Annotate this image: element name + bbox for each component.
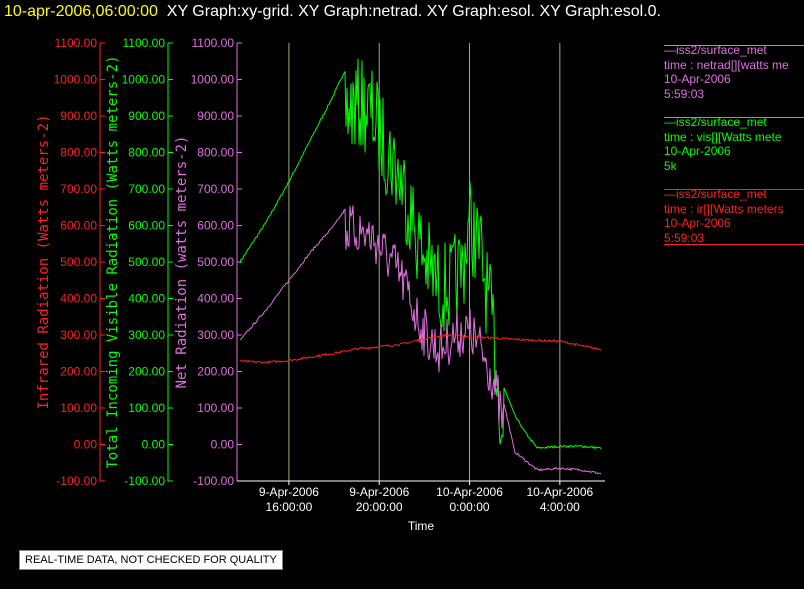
x-axis-label: Time (408, 519, 435, 533)
y-axis-label-vis: Total Incoming Visible Radiation (Watts … (105, 55, 121, 468)
y-tick-label-vis-2: 100.00 (128, 401, 165, 415)
y-tick-label-vis-8: 700.00 (128, 182, 165, 196)
y-axis-vis: -100.00 0.00 100.00 200.00 300.00 400.00 500.0… (105, 36, 173, 488)
y-axis-ir: -100.00 0.00 100.00 200.00 300.00 400.00 500.0… (36, 36, 105, 488)
y-tick-label-vis-7: 600.00 (128, 219, 165, 233)
y-tick-label-vis-5: 400.00 (128, 292, 165, 306)
y-tick-label-net-1: 0.00 (211, 438, 235, 452)
y-tick-label-net-9: 800.00 (197, 146, 234, 160)
y-tick-label-ir-9: 800.00 (60, 146, 97, 160)
series-line-ir (239, 333, 602, 365)
y-tick-label-ir-3: 200.00 (60, 365, 97, 379)
x-tick-label-0: 9-Apr-2006 16:00:00 (259, 485, 319, 514)
series-line-net (239, 205, 602, 475)
x-tick-label-1: 9-Apr-2006 20:00:00 (349, 485, 409, 514)
y-tick-label-ir-10: 900.00 (60, 109, 97, 123)
y-tick-label-net-8: 700.00 (197, 182, 234, 196)
graph-list: XY Graph:xy-grid. XY Graph:netrad. XY Gr… (166, 3, 661, 20)
y-tick-label-vis-9: 800.00 (128, 146, 165, 160)
y-tick-label-ir-8: 700.00 (60, 182, 97, 196)
y-tick-label-vis-11: 1000.00 (122, 73, 166, 87)
y-tick-label-vis-0: -100.00 (124, 474, 165, 488)
x-tick-label-3: 10-Apr-2006 4:00:00 (526, 485, 593, 514)
y-tick-label-ir-4: 300.00 (60, 328, 97, 342)
y-tick-label-ir-11: 1000.00 (54, 73, 98, 87)
y-tick-label-net-0: -100.00 (193, 474, 234, 488)
y-tick-label-vis-4: 300.00 (128, 328, 165, 342)
y-tick-label-vis-1: 0.00 (142, 438, 166, 452)
y-tick-label-vis-12: 1100.00 (123, 36, 166, 50)
y-tick-label-ir-7: 600.00 (60, 219, 97, 233)
y-tick-label-ir-1: 0.00 (74, 438, 98, 452)
y-tick-label-vis-3: 200.00 (128, 365, 165, 379)
y-axis-label-net: Net Radiation (watts meters-2) (174, 136, 190, 389)
y-tick-label-net-4: 300.00 (197, 328, 234, 342)
y-tick-label-net-5: 400.00 (197, 292, 234, 306)
y-tick-label-net-12: 1100.00 (192, 36, 235, 50)
y-axis-net: -100.00 0.00 100.00 200.00 300.00 400.00 500.0… (174, 36, 242, 488)
y-tick-label-ir-12: 1100.00 (55, 36, 98, 50)
y-tick-label-vis-6: 500.00 (128, 255, 165, 269)
y-tick-label-net-3: 200.00 (197, 365, 234, 379)
y-tick-label-ir-0: -100.00 (56, 474, 97, 488)
quality-notice: REAL-TIME DATA, NOT CHECKED FOR QUALITY (19, 550, 283, 570)
y-tick-label-net-10: 900.00 (197, 109, 234, 123)
y-tick-label-net-11: 1000.00 (191, 73, 235, 87)
y-tick-label-net-7: 600.00 (197, 219, 234, 233)
y-tick-label-net-2: 100.00 (197, 401, 234, 415)
series-line-vis (239, 58, 602, 450)
y-tick-label-ir-2: 100.00 (60, 401, 97, 415)
y-tick-label-ir-6: 500.00 (60, 255, 97, 269)
y-tick-label-net-6: 500.00 (197, 255, 234, 269)
y-tick-label-ir-5: 400.00 (60, 292, 97, 306)
y-axis-label-ir: Infrared Radiation (Watts meters-2) (36, 114, 52, 409)
y-tick-label-vis-10: 900.00 (128, 109, 165, 123)
timestamp: 10-apr-2006,06:00:00 (4, 3, 158, 20)
title-bar: 10-apr-2006,06:00:00 XY Graph:xy-grid. X… (4, 3, 661, 21)
x-tick-label-2: 10-Apr-2006 0:00:00 (436, 485, 503, 514)
